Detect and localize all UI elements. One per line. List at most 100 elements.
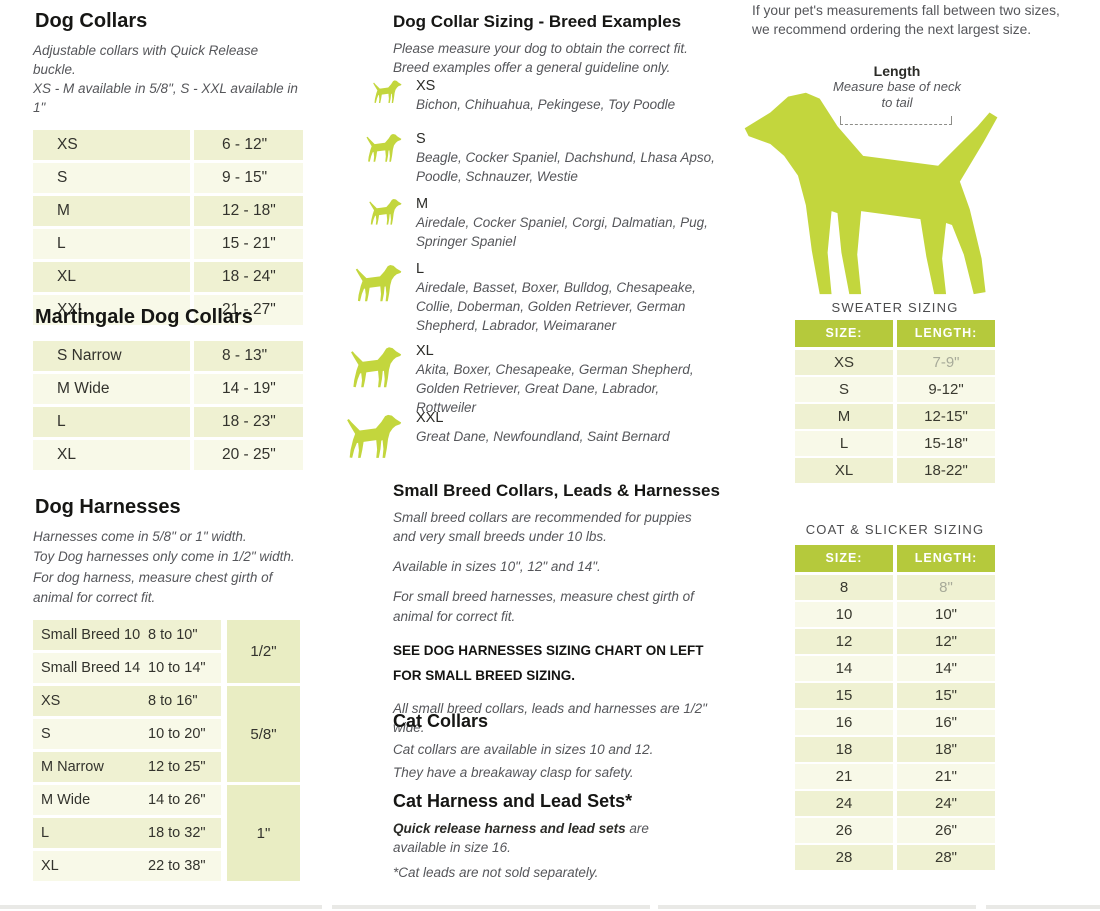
size-cell: 28 — [795, 845, 893, 870]
dog-harnesses-notes: Harnesses come in 5/8" or 1" width. Toy D… — [33, 527, 303, 608]
table-header-row: SIZE: LENGTH: — [795, 545, 995, 572]
table-row: L 15-18" — [795, 431, 995, 456]
table-row: XS 6 - 12" — [33, 129, 303, 160]
table-row: L 18 to 32" — [33, 818, 221, 848]
table-header-row: SIZE: LENGTH: — [795, 320, 995, 347]
cat-harness-title: Cat Harness and Lead Sets* — [393, 791, 633, 811]
size-cell: 21 — [795, 764, 893, 789]
table-row: 26 26" — [795, 818, 995, 843]
page-edge-rule — [0, 905, 322, 909]
dog-silhouette-icon — [744, 92, 998, 295]
breed-size-item: S Beagle, Cocker Spaniel, Dachshund, Lhas… — [340, 131, 720, 187]
dog-breed-icon — [340, 196, 402, 252]
text-line: Adjustable collars with Quick Release bu… — [33, 43, 259, 78]
dog-breed-icon — [340, 78, 402, 115]
dog-illustration — [744, 92, 998, 295]
text-line: we recommend ordering the next largest s… — [752, 21, 1032, 37]
dog-breed-icon — [340, 343, 402, 418]
size-cell: XL — [33, 440, 190, 470]
range-cell: 18 - 23" — [194, 407, 303, 437]
dog-breed-icon — [340, 131, 402, 187]
breed-size-label: L — [416, 261, 425, 277]
range-cell: 10 to 20" — [148, 726, 206, 742]
coat-sizing-table: SIZE: LENGTH: 8 8" 10 10" 12 12" 14 14" 15 15" 16 16"… — [795, 545, 995, 872]
length-cell: 15" — [897, 683, 995, 708]
breed-text-block: L Airedale, Basset, Boxer, Bulldog, Chesa… — [416, 261, 718, 336]
table-row: 12 12" — [795, 629, 995, 654]
text-line: Toy Dog harnesses only come in 1/2" widt… — [33, 549, 295, 565]
table-row: 18 18" — [795, 737, 995, 762]
size-column-header: SIZE: — [795, 320, 893, 347]
size-cell: L — [33, 407, 190, 437]
breed-text-block: M Airedale, Cocker Spaniel, Corgi, Dalmat… — [416, 196, 718, 252]
table-row: M 12-15" — [795, 404, 995, 429]
length-cell: 21" — [897, 764, 995, 789]
breed-names: Great Dane, Newfoundland, Saint Bernard — [416, 429, 670, 444]
range-cell: 8 to 16" — [148, 693, 198, 709]
size-cell: 14 — [795, 656, 893, 681]
range-cell: 6 - 12" — [194, 129, 303, 160]
cat-harness-bold-lead: Quick release harness and lead sets — [393, 821, 626, 836]
table-row: Small Breed 10 8 to 10" — [33, 620, 221, 650]
cat-collars-title: Cat Collars — [393, 711, 489, 731]
table-row: 24 24" — [795, 791, 995, 816]
martingale-table: S Narrow 8 - 13" M Wide 14 - 19" L 18 - 23" XL… — [33, 341, 303, 470]
dog-harnesses-section: Dog Harnesses Harnesses come in 5/8" or … — [33, 496, 303, 886]
size-cell: S Narrow — [33, 341, 190, 371]
table-row: M Narrow 12 to 25" — [33, 752, 221, 782]
text-line: If your pet's measurements fall between … — [752, 3, 1060, 18]
table-row: S 9-12" — [795, 377, 995, 402]
table-row: XL 18 - 24" — [33, 261, 303, 292]
table-row: L 18 - 23" — [33, 407, 303, 437]
table-row: M Wide 14 to 26" — [33, 785, 221, 815]
size-cell: 8 — [795, 575, 893, 600]
size-cell: M Wide — [33, 374, 190, 404]
breed-names: Bichon, Chihuahua, Pekingese, Toy Poodle — [416, 97, 676, 112]
range-cell: 15 - 21" — [194, 228, 303, 259]
size-cell: M — [795, 404, 893, 429]
table-row: 15 15" — [795, 683, 995, 708]
text-line: XS - M available in 5/8", S - XXL availa… — [33, 81, 298, 116]
length-cell: 15-18" — [897, 431, 995, 456]
size-cell: L — [41, 825, 50, 841]
length-cell: 24" — [897, 791, 995, 816]
size-cell: 26 — [795, 818, 893, 843]
breed-examples-title: Dog Collar Sizing - Breed Examples — [393, 12, 682, 31]
breed-size-item: L Airedale, Basset, Boxer, Bulldog, Chesa… — [340, 261, 720, 336]
length-column-header: LENGTH: — [897, 545, 995, 572]
width-group-cell: 1/2" — [227, 620, 300, 683]
page-edge-rule — [658, 905, 976, 909]
breed-size-label: XL — [416, 343, 434, 359]
text-line: They have a breakaway clasp for safety. — [393, 764, 634, 780]
small-breed-section: Small Breed Collars, Leads & Harnesses S… — [340, 481, 725, 737]
table-row: 10 10" — [795, 602, 995, 627]
breed-examples-intro: Please measure your dog to obtain the co… — [393, 39, 725, 77]
table-row: XL 22 to 38" — [33, 851, 221, 881]
table-row: XS 7-9" — [795, 350, 995, 375]
cat-collars-section: Cat Collars Cat collars are available in… — [340, 711, 725, 785]
cat-harness-section: Cat Harness and Lead Sets* Quick release… — [340, 791, 725, 882]
breed-size-item: XS Bichon, Chihuahua, Pekingese, Toy Pood… — [340, 78, 720, 115]
width-group-cell: 1" — [227, 785, 300, 881]
size-cell: S — [33, 162, 190, 193]
martingale-section: Martingale Dog Collars S Narrow 8 - 13" M … — [33, 306, 303, 473]
size-cell: S — [41, 726, 51, 742]
between-sizes-note: If your pet's measurements fall between … — [752, 2, 1060, 39]
breed-size-item: XL Akita, Boxer, Chesapeake, German Sheph… — [340, 343, 720, 418]
table-row: S 10 to 20" — [33, 719, 221, 749]
size-cell: M Wide — [41, 792, 91, 808]
length-cell: 18" — [897, 737, 995, 762]
length-cell: 9-12" — [897, 377, 995, 402]
text-line: Breed examples offer a general guideline… — [393, 60, 671, 76]
dog-breed-icon — [340, 410, 402, 460]
size-cell: 18 — [795, 737, 893, 762]
dog-breed-icon — [340, 261, 402, 336]
text-line: Measure base of neck — [833, 79, 961, 94]
text-line: SEE DOG HARNESSES SIZING CHART ON LEFT — [393, 642, 704, 658]
breed-text-block: XS Bichon, Chihuahua, Pekingese, Toy Pood… — [416, 78, 718, 115]
size-cell: XS — [795, 350, 893, 375]
range-cell: 12 to 25" — [148, 759, 206, 775]
table-row: 28 28" — [795, 845, 995, 870]
table-row: XS 8 to 16" — [33, 686, 221, 716]
